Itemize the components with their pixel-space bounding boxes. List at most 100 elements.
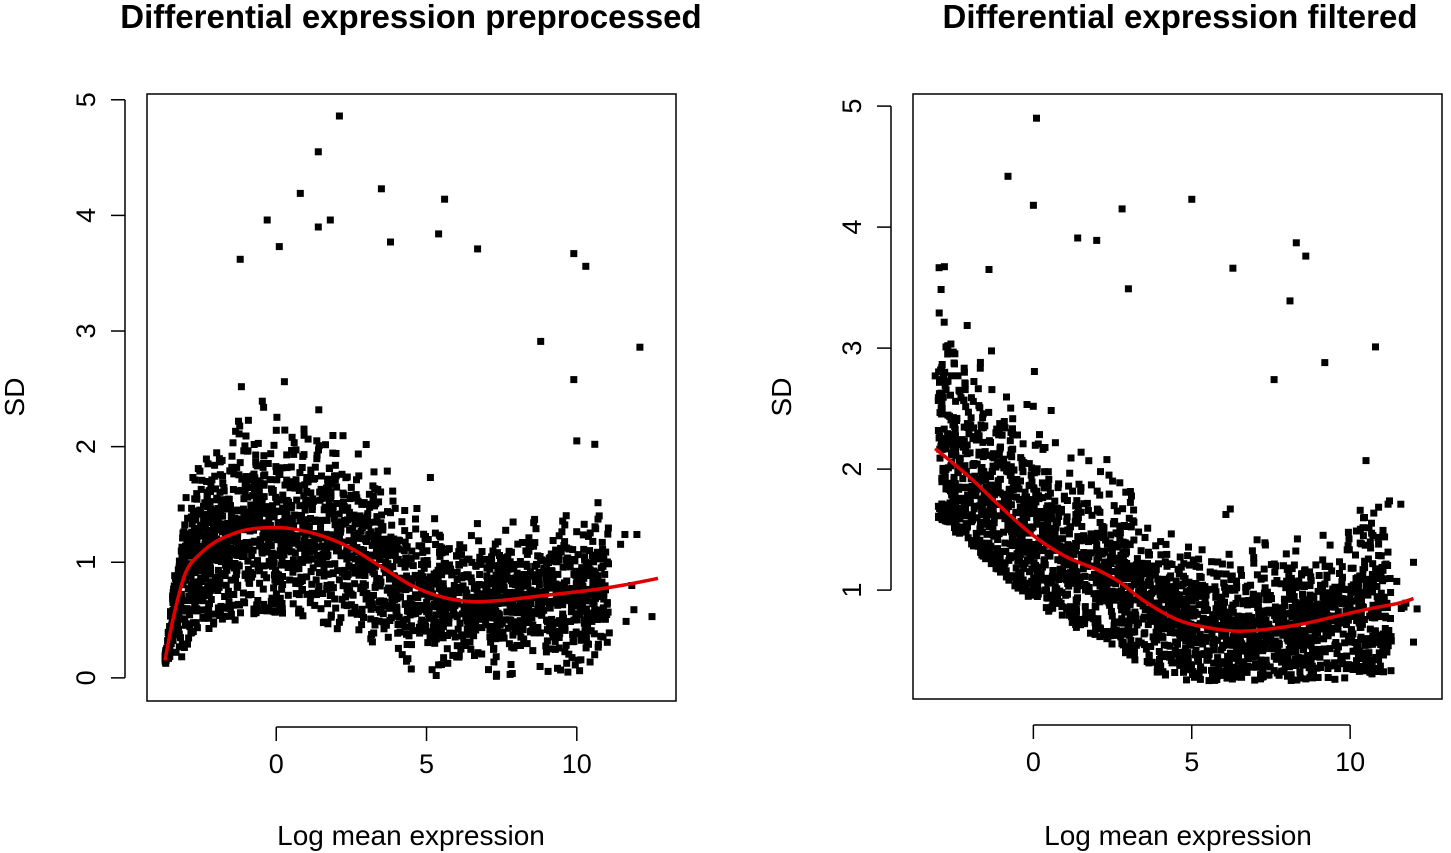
data-point [1151, 571, 1159, 579]
data-point [517, 633, 525, 641]
data-point [1183, 628, 1191, 636]
data-point [1099, 534, 1107, 542]
data-point [945, 485, 953, 493]
data-point [1361, 666, 1369, 673]
data-point [977, 544, 985, 552]
data-point [272, 507, 280, 515]
data-point [374, 527, 382, 535]
data-point [1296, 674, 1304, 682]
data-point [264, 504, 272, 512]
data-point [461, 572, 468, 579]
data-point [420, 564, 428, 572]
data-point [270, 441, 278, 449]
data-point [191, 552, 199, 560]
data-point [1018, 505, 1026, 513]
data-point [372, 581, 380, 589]
data-point [1146, 576, 1154, 584]
data-point [1240, 631, 1248, 638]
data-point [273, 536, 281, 544]
data-point [403, 615, 411, 623]
data-point [1299, 604, 1307, 612]
data-point [560, 596, 568, 603]
data-point [982, 451, 990, 459]
data-point [324, 600, 332, 608]
data-point [436, 552, 444, 560]
data-point [174, 566, 182, 574]
data-point [345, 563, 353, 571]
data-point [485, 563, 493, 571]
data-point [962, 403, 970, 411]
data-point [491, 540, 499, 548]
data-point [189, 508, 197, 516]
data-point [972, 529, 980, 537]
data-point [938, 500, 946, 508]
plot-frame [912, 93, 1443, 700]
data-point [1123, 593, 1131, 601]
data-point [1041, 444, 1049, 451]
data-point [1298, 615, 1306, 623]
data-point [523, 640, 531, 648]
data-point [960, 443, 968, 451]
data-point [297, 544, 304, 552]
data-point [601, 570, 609, 578]
data-point [451, 585, 459, 592]
data-point [585, 572, 593, 580]
data-point [1147, 643, 1155, 650]
data-point [1161, 558, 1169, 566]
data-point [275, 571, 282, 579]
data-point [233, 583, 241, 591]
data-point [272, 463, 280, 471]
data-point [318, 516, 326, 524]
data-point [1315, 572, 1323, 579]
data-point [568, 654, 576, 662]
data-point [1007, 404, 1015, 412]
data-point [1073, 568, 1081, 576]
data-point [323, 585, 331, 593]
data-point [384, 552, 392, 560]
data-point [1096, 519, 1104, 526]
data-point [954, 372, 962, 380]
data-point [1222, 570, 1230, 578]
data-point [1051, 439, 1059, 447]
data-point [476, 559, 484, 566]
data-point [1233, 583, 1241, 591]
data-point [244, 543, 252, 551]
data-point [578, 598, 586, 606]
data-point [544, 574, 552, 582]
data-point [278, 496, 286, 504]
data-point [301, 550, 309, 558]
data-point [1253, 571, 1261, 579]
data-point [1044, 492, 1052, 500]
data-point [175, 630, 183, 638]
data-point [1116, 479, 1124, 487]
data-point [1165, 617, 1173, 625]
outlier-point [263, 216, 271, 224]
data-point [507, 548, 515, 556]
data-point [502, 526, 510, 534]
data-point [189, 529, 197, 537]
data-point [1247, 581, 1255, 589]
data-point [1339, 600, 1346, 608]
data-point [963, 450, 971, 458]
data-point [1010, 542, 1018, 550]
data-point [192, 516, 200, 524]
data-point [983, 530, 991, 538]
x-tick-label: 0 [269, 749, 284, 779]
data-point [1234, 594, 1242, 602]
data-point [555, 617, 563, 625]
data-point [413, 505, 421, 512]
data-point [571, 567, 579, 575]
data-point [1384, 642, 1392, 650]
data-point [432, 595, 440, 603]
data-point [940, 318, 948, 326]
data-point [553, 558, 561, 566]
data-point [497, 555, 504, 563]
data-point [331, 595, 339, 603]
data-point [436, 585, 444, 593]
data-point [195, 531, 203, 539]
data-point [296, 517, 304, 525]
data-point [1359, 603, 1367, 611]
data-point [358, 605, 366, 613]
data-point [1229, 641, 1237, 649]
data-point [985, 437, 993, 445]
